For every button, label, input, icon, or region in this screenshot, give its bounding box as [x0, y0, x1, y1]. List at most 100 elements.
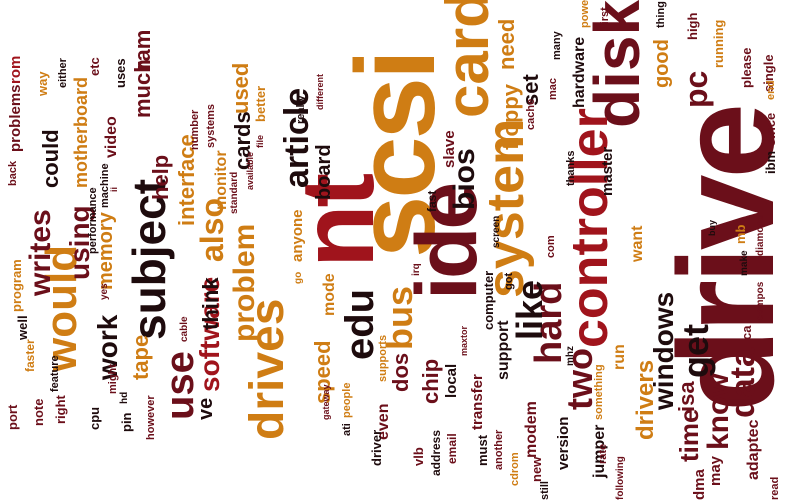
- word-high: high: [685, 12, 700, 40]
- word-new: new: [529, 456, 544, 482]
- word-thanks: thanks: [565, 150, 577, 186]
- word-problem: problem: [228, 223, 261, 342]
- word-back: back: [7, 160, 19, 186]
- word-feature: feature: [49, 355, 61, 392]
- word-email: email: [445, 433, 459, 464]
- word-something: something: [593, 364, 605, 420]
- word-pin: pin: [119, 412, 134, 433]
- word-rom: rom: [7, 55, 24, 84]
- word-first: first: [599, 7, 611, 28]
- word-following: following: [615, 456, 626, 500]
- word-help: help: [148, 154, 173, 200]
- word-memory: memory: [95, 212, 117, 290]
- word-read: read: [769, 476, 781, 500]
- word-go: go: [293, 271, 304, 284]
- word-power: power: [579, 0, 591, 28]
- word-compos: compos: [755, 281, 766, 320]
- word-need: need: [494, 18, 519, 70]
- word-cache: cache: [525, 98, 537, 130]
- word-cpu: cpu: [87, 406, 102, 430]
- word-yes: yes: [99, 283, 110, 300]
- word-dos: dos: [388, 352, 413, 392]
- word-video: video: [103, 116, 120, 158]
- word-anyone: anyone: [289, 209, 306, 262]
- word-irq: irq: [411, 263, 422, 276]
- word-driver: driver: [369, 429, 384, 466]
- word-diamond: diamond: [755, 214, 766, 256]
- word-run: run: [611, 344, 628, 370]
- word-dma: dma: [691, 469, 708, 500]
- word-systems: systems: [205, 103, 217, 148]
- word-board: board: [313, 144, 335, 200]
- word-performance: performance: [87, 187, 99, 254]
- word-file: file: [255, 134, 265, 148]
- word-mhz: mhz: [565, 346, 576, 366]
- word-mode: mode: [321, 273, 338, 316]
- word-however: however: [145, 395, 157, 440]
- word-maxtor: maxtor: [459, 325, 469, 356]
- word-must: must: [475, 434, 490, 466]
- word-writes: writes: [24, 209, 57, 296]
- word-drivers: drivers: [632, 359, 659, 440]
- word-machine: machine: [99, 163, 111, 208]
- word-time: time: [674, 408, 704, 462]
- word-subject: subject: [123, 178, 175, 340]
- word-pc: pc: [678, 70, 714, 108]
- word-faster: faster: [23, 339, 37, 372]
- word-edu: edu: [338, 288, 382, 360]
- word-could: could: [38, 129, 63, 188]
- word-either: either: [57, 58, 69, 88]
- word-thing: thing: [655, 1, 667, 28]
- word-card: card: [434, 0, 501, 118]
- word-problems: problems: [7, 84, 24, 152]
- word-make: make: [739, 250, 750, 276]
- word-transfer: transfer: [469, 374, 486, 430]
- word-people: people: [341, 382, 353, 418]
- word-ca: ca: [739, 325, 754, 340]
- word-uses: uses: [113, 58, 128, 88]
- word-think: think: [198, 277, 223, 330]
- word-gateway: gateway: [321, 384, 331, 420]
- word-used: used: [228, 62, 253, 114]
- word-rate: rate: [597, 443, 609, 464]
- word-ati: ati: [341, 423, 353, 436]
- word-ve: ve: [195, 397, 217, 420]
- word-good: good: [651, 39, 673, 88]
- word-ram: ram: [130, 29, 155, 70]
- word-like: like: [509, 279, 550, 340]
- word-slave: slave: [441, 130, 458, 168]
- word-many: many: [551, 31, 563, 60]
- word-may: may: [707, 455, 724, 486]
- word-buy: buy: [707, 219, 717, 236]
- word-way: way: [35, 71, 50, 96]
- word-adaptec: adaptec: [745, 419, 762, 480]
- word-running: running: [711, 19, 726, 68]
- word-hardware: hardware: [571, 36, 588, 108]
- word-get: get: [675, 324, 716, 378]
- word-ibm: ibm: [763, 150, 778, 174]
- word-note: note: [31, 398, 46, 426]
- word-got: got: [503, 272, 515, 290]
- word-port: port: [5, 404, 20, 430]
- word-motherboard: motherboard: [71, 76, 91, 188]
- word-address: address: [429, 429, 443, 476]
- word-well: well: [15, 315, 30, 340]
- word-master: master: [599, 146, 616, 196]
- word-know: know: [702, 373, 735, 450]
- word-number: number: [189, 109, 201, 150]
- word-supports: supports: [377, 334, 389, 382]
- word-local: local: [443, 363, 460, 398]
- word-mac: mac: [547, 77, 559, 100]
- word-standard: standard: [229, 171, 240, 214]
- word-support: support: [495, 320, 512, 380]
- word-still: still: [539, 481, 551, 500]
- word-might: might: [107, 364, 119, 394]
- word-modem: modem: [523, 401, 540, 458]
- word-chip: chip: [418, 358, 443, 404]
- word-cdrom: cdrom: [509, 452, 521, 486]
- word-isa: isa: [674, 381, 699, 412]
- word-hd: hd: [119, 391, 130, 404]
- word-vlb: vlb: [411, 447, 426, 466]
- word-really: really: [295, 95, 307, 124]
